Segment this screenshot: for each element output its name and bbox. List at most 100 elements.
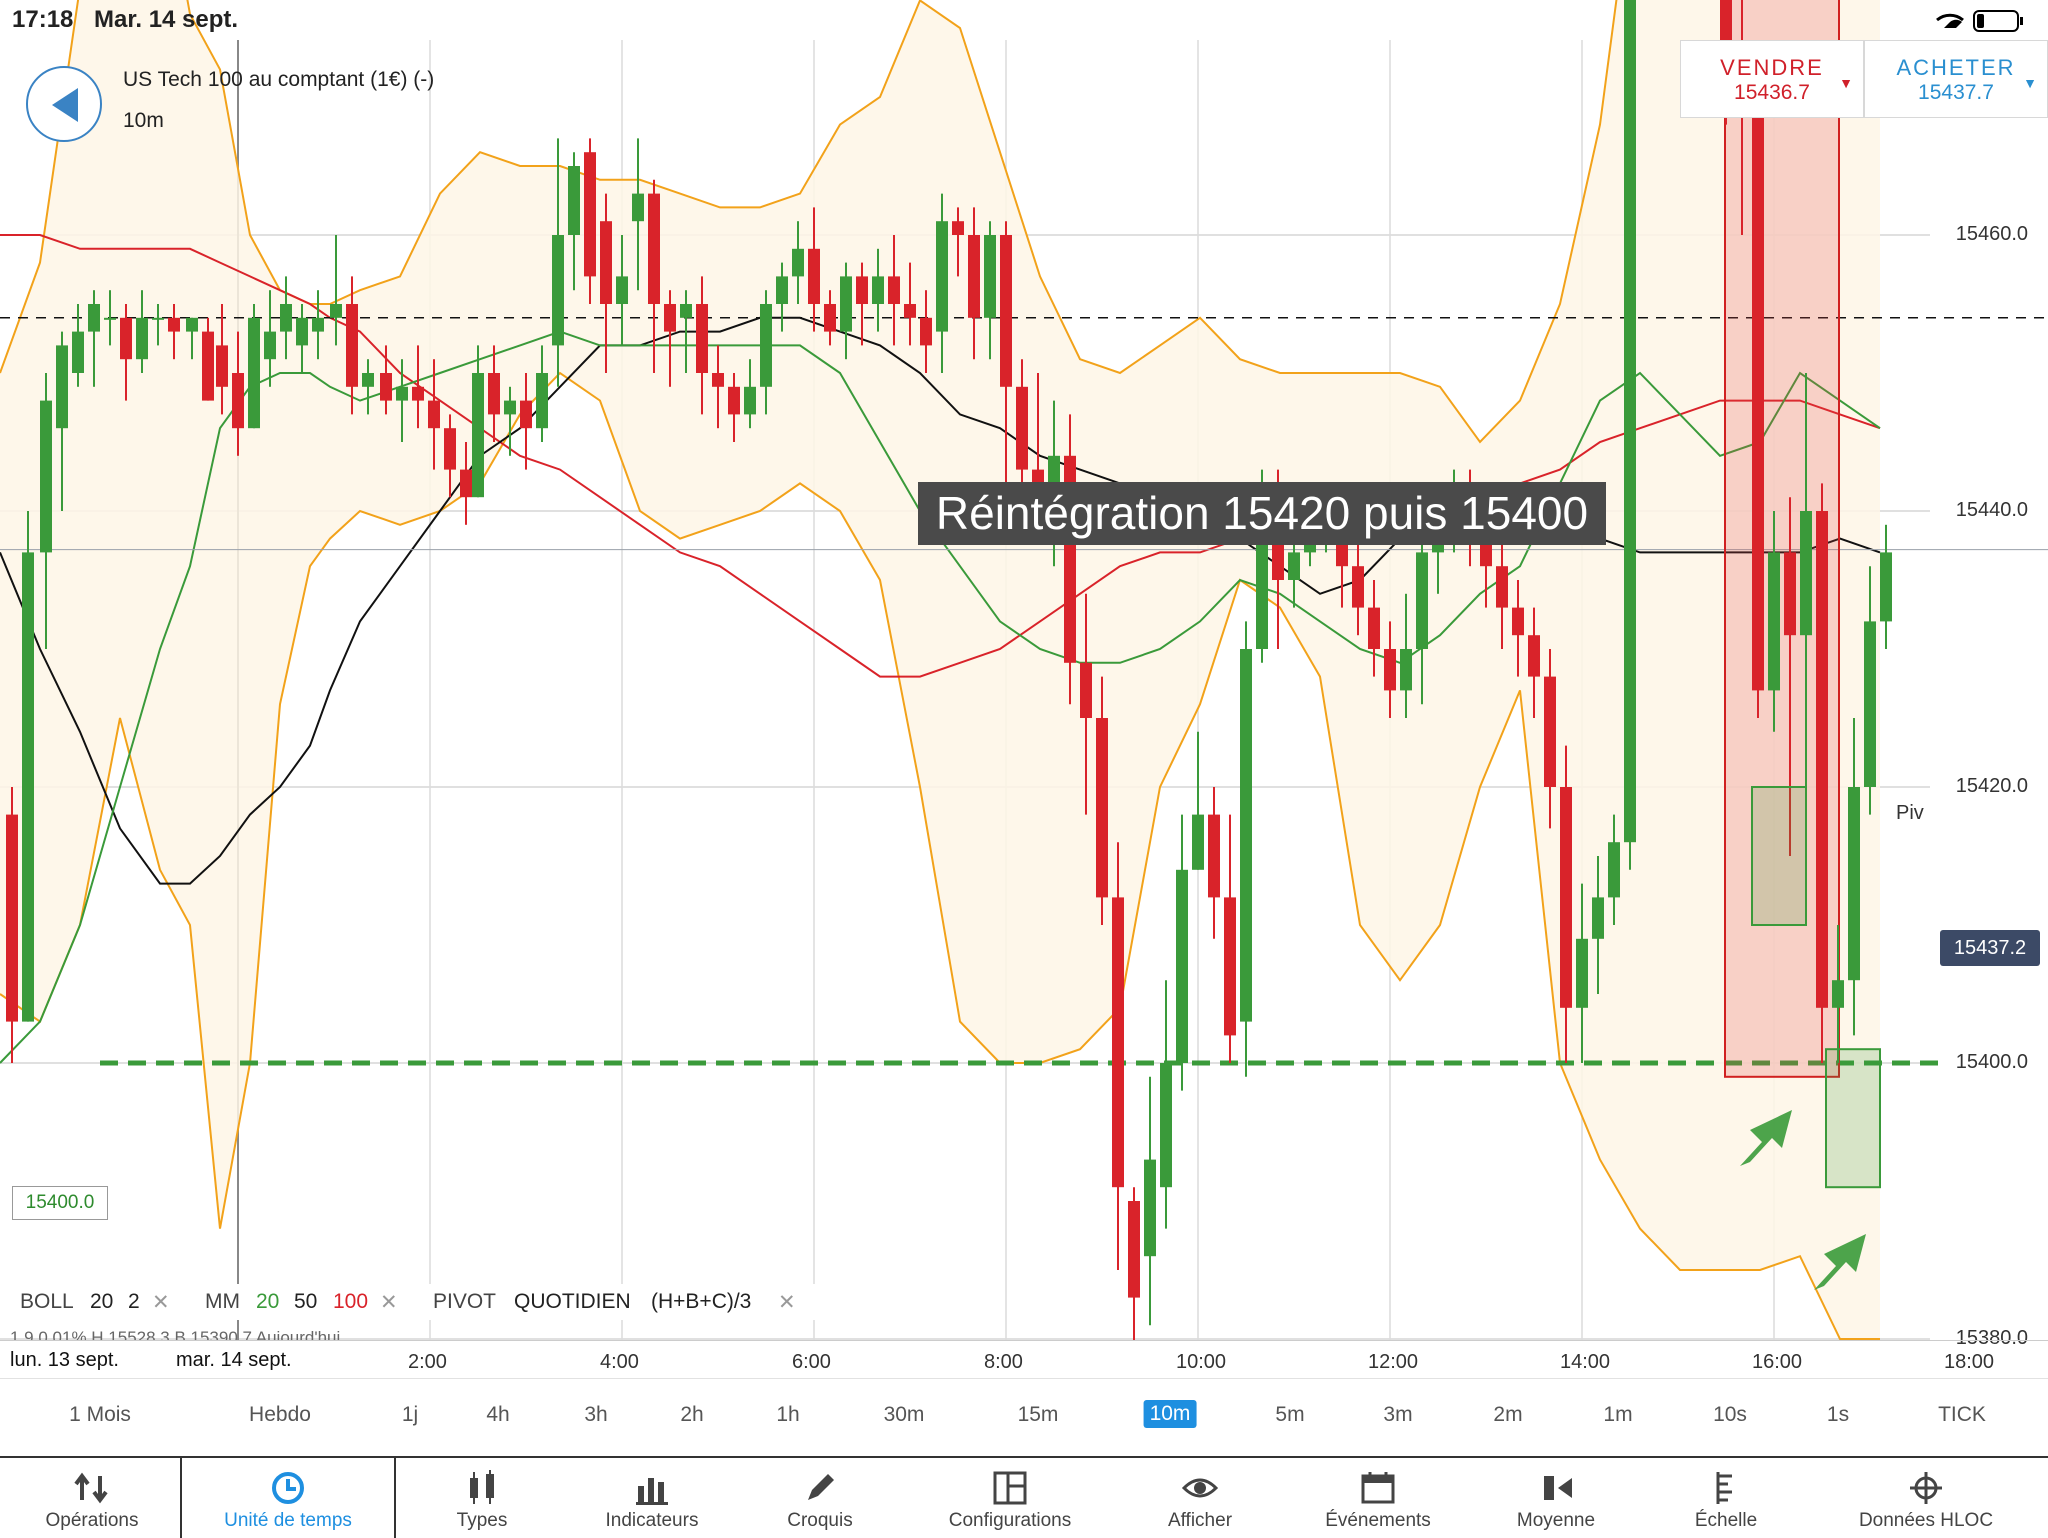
green-arrow-icon xyxy=(1814,1234,1866,1290)
toolbar-clock[interactable]: Unité de temps xyxy=(208,1458,368,1538)
candle-down xyxy=(232,373,244,429)
candle-down xyxy=(1752,110,1764,691)
instrument-name: US Tech 100 au comptant (1€) (-) xyxy=(123,68,435,91)
back-button[interactable] xyxy=(26,66,102,142)
timeframe-3m[interactable]: 3m xyxy=(1383,1403,1413,1426)
timeframe-10m[interactable]: 10m xyxy=(1143,1400,1197,1428)
remove-pivot-icon[interactable]: ✕ xyxy=(778,1291,796,1314)
x-axis: lun. 13 sept. mar. 14 sept. 2:00 4:00 6:00… xyxy=(0,1340,2048,1379)
timeframe-2h[interactable]: 2h xyxy=(680,1403,704,1426)
toolbar-label: Opérations xyxy=(45,1510,139,1531)
timeframe-5m[interactable]: 5m xyxy=(1275,1403,1305,1426)
toolbar-label: Indicateurs xyxy=(605,1510,699,1531)
level-tag[interactable]: 15400.0 xyxy=(12,1186,108,1220)
candle-up xyxy=(362,373,374,387)
green-zone-2 xyxy=(1825,1048,1881,1189)
candle-up xyxy=(56,345,68,429)
arrows-icon xyxy=(74,1472,108,1504)
buy-label: ACHETER xyxy=(1896,55,2016,80)
y-tick-label: 15400.0 xyxy=(1955,1051,2028,1073)
candle-down xyxy=(1496,566,1508,608)
back-arrow-icon xyxy=(52,88,78,122)
candle-up xyxy=(776,276,788,304)
candle-down xyxy=(1208,814,1220,898)
candle-up xyxy=(1592,897,1604,939)
timeframe-tick[interactable]: TICK xyxy=(1938,1403,1986,1426)
mm-50: 50 xyxy=(294,1290,318,1313)
toolbar-label: Échelle xyxy=(1694,1510,1758,1531)
timeframe-3h[interactable]: 3h xyxy=(584,1403,608,1426)
candle-up xyxy=(88,304,100,332)
x-tick-label: 6:00 xyxy=(792,1351,831,1373)
candle-down xyxy=(120,317,132,360)
toolbar-calendar[interactable]: Événements xyxy=(1298,1458,1458,1538)
timeframe-15m[interactable]: 15m xyxy=(1017,1403,1059,1426)
calendar-icon xyxy=(1361,1472,1395,1504)
buy-caret-icon: ▼ xyxy=(2023,75,2037,91)
candle-up xyxy=(1416,552,1428,649)
candle-up xyxy=(1832,980,1844,1008)
toolbar-eye[interactable]: Afficher xyxy=(1120,1458,1280,1538)
timeframe-10s[interactable]: 10s xyxy=(1713,1403,1747,1426)
timeframe-2m[interactable]: 2m xyxy=(1493,1403,1523,1426)
annotation-text[interactable]: Réintégration 15420 puis 15400 xyxy=(918,482,1606,545)
toolbar-divider xyxy=(180,1458,182,1538)
x-tick-label: 18:00 xyxy=(1944,1351,1995,1373)
toolbar-scale[interactable]: Échelle xyxy=(1646,1458,1806,1538)
timeframe-1h[interactable]: 1h xyxy=(776,1403,800,1426)
toolbar-bars[interactable]: Indicateurs xyxy=(572,1458,732,1538)
candle-up xyxy=(1288,552,1300,580)
buy-price: 15437.7 xyxy=(1918,81,1994,104)
candle-down xyxy=(460,469,472,498)
x-tick-label: 2:00 xyxy=(408,1351,447,1373)
toolbar-arrows[interactable]: Opérations xyxy=(12,1458,172,1538)
timeframe-30m[interactable]: 30m xyxy=(883,1403,925,1426)
pivot-formula: (H+B+C)/3 xyxy=(651,1290,752,1313)
candle-down xyxy=(1112,897,1124,1188)
candle-up xyxy=(472,373,484,498)
candle-up xyxy=(1160,1063,1172,1188)
toolbar-layout[interactable]: Configurations xyxy=(930,1458,1090,1538)
bollinger-lower xyxy=(0,371,1880,1340)
candle-up xyxy=(1768,552,1780,691)
x-tick-label: 12:00 xyxy=(1368,1351,1419,1373)
mm-100: 100 xyxy=(333,1290,369,1313)
green-zone-1 xyxy=(1751,786,1807,926)
candle-up xyxy=(72,331,84,373)
toolbar-candles[interactable]: Types xyxy=(402,1458,562,1538)
price-chart[interactable] xyxy=(0,0,2048,1340)
timeframe-1-mois[interactable]: 1 Mois xyxy=(69,1403,131,1426)
timeframe-1m[interactable]: 1m xyxy=(1603,1403,1633,1426)
candle-down xyxy=(380,373,392,401)
candle-up xyxy=(760,304,772,387)
indicator-legend: BOLL 20 2 ✕ MM 20 50 100 ✕ PIVOT QUOTIDI… xyxy=(0,1284,820,1320)
date-label-2: mar. 14 sept. xyxy=(172,1347,296,1374)
timeframe-4h[interactable]: 4h xyxy=(486,1403,510,1426)
candle-down xyxy=(696,304,708,373)
sell-button[interactable]: VENDRE 15436.7 ▼ xyxy=(1680,40,1864,118)
wifi-battery-icon xyxy=(1936,10,2023,32)
candle-up xyxy=(264,331,276,360)
candle-up xyxy=(1848,787,1860,981)
candle-down xyxy=(1000,235,1012,387)
candle-down xyxy=(488,373,500,415)
candle-up xyxy=(136,317,148,360)
timeframe-1s[interactable]: 1s xyxy=(1826,1403,1850,1426)
buy-button[interactable]: ACHETER 15437.7 ▼ xyxy=(1864,40,2048,118)
timeframe-hebdo[interactable]: Hebdo xyxy=(249,1403,311,1426)
candle-down xyxy=(1816,511,1828,1008)
remove-mm-icon[interactable]: ✕ xyxy=(380,1291,398,1314)
candle-down xyxy=(920,317,932,346)
timeframe-bar: 1 Mois Hebdo 1j 4h 3h 2h 1h 30m 15m 10m 5m 3m 2m 1m 10… xyxy=(0,1378,2048,1457)
timeframe-1j[interactable]: 1j xyxy=(401,1403,419,1426)
candle-up xyxy=(936,221,948,332)
x-tick-label: 16:00 xyxy=(1752,1351,1803,1373)
toolbar-crosshair[interactable]: Données HLOC xyxy=(1846,1458,2006,1538)
candle-up xyxy=(248,317,260,429)
status-date: Mar. 14 sept. xyxy=(94,6,239,33)
remove-boll-icon[interactable]: ✕ xyxy=(152,1291,170,1314)
bars-icon xyxy=(636,1478,668,1505)
candle-down xyxy=(808,248,820,304)
toolbar-pencil[interactable]: Croquis xyxy=(740,1458,900,1538)
toolbar-average[interactable]: Moyenne xyxy=(1476,1458,1636,1538)
